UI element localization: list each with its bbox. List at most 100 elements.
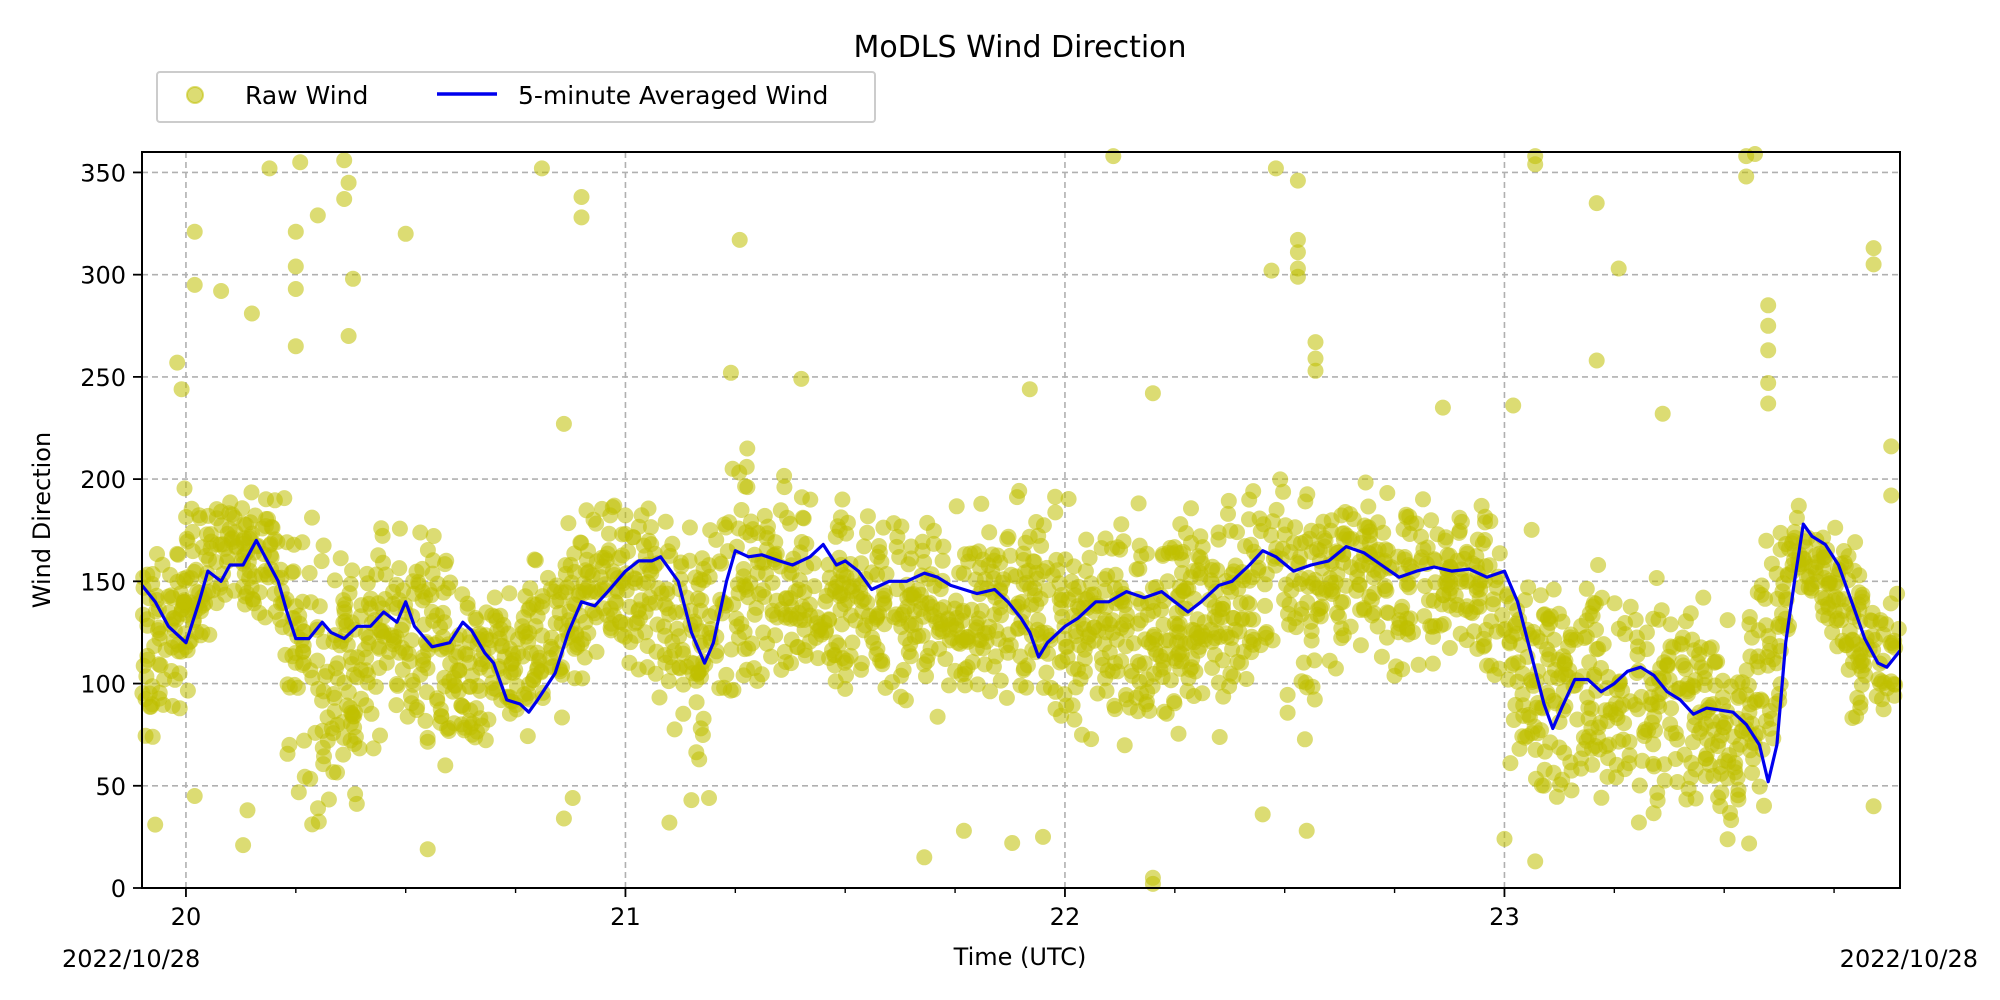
raw-wind-point — [1206, 630, 1223, 647]
raw-wind-point — [1298, 822, 1315, 839]
raw-wind-point — [739, 440, 756, 457]
raw-wind-point — [1648, 570, 1665, 586]
raw-wind-point — [837, 680, 854, 697]
raw-wind-point — [156, 671, 173, 688]
raw-wind-point — [315, 633, 332, 650]
raw-wind-point — [1646, 758, 1663, 775]
raw-wind-point — [1140, 634, 1157, 651]
raw-wind-point — [1865, 240, 1882, 257]
raw-wind-point — [555, 810, 572, 827]
raw-wind-point — [1351, 576, 1368, 593]
raw-wind-point — [1059, 638, 1076, 655]
raw-wind-point — [1672, 635, 1689, 652]
raw-wind-point — [810, 650, 826, 667]
raw-wind-point — [969, 619, 986, 636]
raw-wind-point — [425, 552, 441, 569]
raw-wind-point — [1251, 510, 1268, 527]
raw-wind-point — [738, 581, 755, 598]
raw-wind-point — [135, 657, 152, 674]
raw-wind-point — [754, 554, 771, 571]
raw-wind-point — [517, 689, 534, 706]
raw-wind-point — [1380, 605, 1397, 622]
raw-wind-point — [336, 600, 353, 617]
raw-wind-point — [1267, 160, 1284, 177]
raw-wind-point — [372, 727, 388, 744]
raw-wind-point — [279, 676, 296, 693]
raw-wind-point — [1144, 385, 1161, 402]
raw-wind-point — [1021, 381, 1038, 398]
raw-wind-point — [1289, 268, 1306, 285]
raw-wind-point — [1263, 527, 1280, 544]
raw-wind-point — [1352, 637, 1369, 654]
raw-wind-point — [1225, 610, 1242, 627]
raw-wind-point — [285, 563, 302, 580]
raw-wind-point — [213, 283, 230, 299]
raw-wind-point — [602, 600, 619, 617]
raw-wind-point — [1189, 611, 1206, 628]
raw-wind-point — [446, 677, 463, 694]
raw-wind-point — [162, 566, 179, 583]
raw-wind-point — [1094, 656, 1111, 673]
raw-wind-point — [1879, 680, 1896, 697]
raw-wind-point — [767, 627, 784, 644]
raw-wind-point — [1097, 612, 1114, 628]
raw-wind-point — [365, 740, 382, 757]
raw-wind-point — [141, 590, 158, 607]
raw-wind-point — [519, 728, 536, 745]
raw-wind-point — [900, 644, 917, 660]
raw-wind-point — [287, 223, 304, 240]
raw-wind-point — [1307, 362, 1324, 379]
raw-wind-point — [573, 209, 590, 226]
raw-wind-point — [1153, 601, 1169, 618]
raw-wind-point — [1675, 657, 1692, 674]
raw-wind-point — [893, 518, 910, 535]
raw-wind-point — [332, 550, 349, 567]
raw-wind-point — [969, 676, 986, 693]
raw-wind-point — [419, 841, 436, 858]
raw-wind-point — [671, 628, 688, 645]
y-tick-label: 200 — [80, 466, 126, 494]
raw-wind-point — [440, 723, 457, 739]
raw-wind-point — [564, 790, 581, 806]
raw-wind-point — [1053, 707, 1070, 724]
raw-wind-point — [1070, 661, 1086, 678]
raw-wind-point — [941, 677, 957, 694]
raw-wind-point — [315, 537, 332, 554]
date-label-right: 2022/10/28 — [1840, 945, 1978, 973]
raw-wind-point — [432, 619, 449, 636]
raw-wind-point — [1083, 731, 1100, 748]
raw-wind-point — [631, 601, 647, 618]
raw-wind-point — [1227, 621, 1244, 638]
raw-wind-point — [1287, 519, 1304, 536]
raw-wind-point — [1116, 597, 1133, 614]
raw-wind-point — [1865, 798, 1882, 815]
raw-wind-point — [783, 655, 799, 672]
raw-wind-point — [1505, 397, 1522, 414]
averaged-wind-line — [140, 522, 1902, 784]
raw-wind-point — [1719, 831, 1736, 848]
raw-wind-point — [522, 580, 539, 597]
raw-wind-point — [1532, 587, 1549, 604]
raw-wind-point — [1705, 767, 1722, 784]
raw-wind-point — [1772, 524, 1789, 541]
raw-wind-point — [301, 565, 318, 581]
raw-wind-point — [1377, 581, 1394, 598]
raw-wind-point — [1760, 342, 1777, 359]
x-tick-label: 21 — [610, 903, 641, 931]
raw-wind-point — [1254, 806, 1271, 823]
raw-wind-point — [1124, 667, 1141, 684]
raw-wind-point — [1038, 559, 1055, 576]
raw-wind-point — [810, 622, 827, 639]
raw-wind-point — [1763, 710, 1780, 727]
raw-wind-point — [1104, 624, 1121, 641]
raw-wind-point — [1341, 531, 1358, 547]
raw-wind-point — [1333, 507, 1350, 524]
raw-wind-point — [859, 508, 876, 525]
raw-wind-point — [1588, 641, 1605, 658]
raw-wind-point — [1105, 148, 1122, 165]
raw-wind-point — [1578, 580, 1595, 597]
raw-wind-point — [1536, 761, 1553, 778]
raw-wind-point — [1756, 797, 1772, 814]
raw-wind-point — [294, 534, 311, 551]
y-tick-label: 100 — [80, 671, 126, 699]
